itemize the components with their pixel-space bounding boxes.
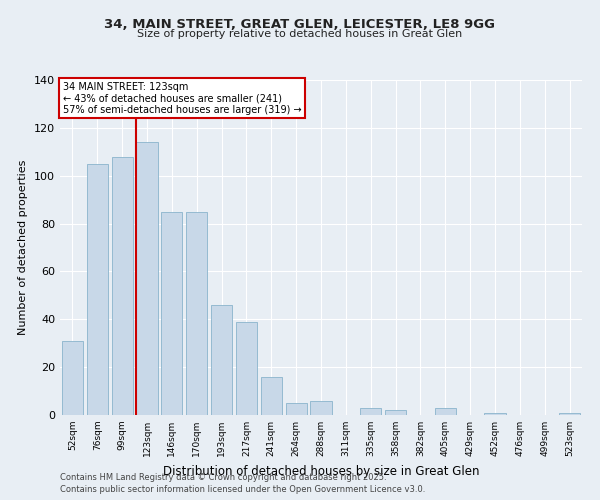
Bar [360, 408, 381, 415]
Text: Contains public sector information licensed under the Open Government Licence v3: Contains public sector information licen… [60, 485, 425, 494]
X-axis label: Distribution of detached houses by size in Great Glen: Distribution of detached houses by size … [163, 464, 479, 477]
Bar [435, 408, 456, 415]
Bar [211, 305, 232, 415]
Text: 34, MAIN STREET, GREAT GLEN, LEICESTER, LE8 9GG: 34, MAIN STREET, GREAT GLEN, LEICESTER, … [104, 18, 496, 30]
Bar [261, 376, 282, 415]
Bar [136, 142, 158, 415]
Bar [559, 412, 580, 415]
Bar [112, 156, 133, 415]
Bar [310, 400, 332, 415]
Bar [62, 341, 83, 415]
Bar [236, 322, 257, 415]
Bar [161, 212, 182, 415]
Y-axis label: Number of detached properties: Number of detached properties [19, 160, 28, 335]
Bar [186, 212, 207, 415]
Bar [385, 410, 406, 415]
Bar [484, 412, 506, 415]
Bar [286, 403, 307, 415]
Text: Size of property relative to detached houses in Great Glen: Size of property relative to detached ho… [137, 29, 463, 39]
Text: Contains HM Land Registry data © Crown copyright and database right 2025.: Contains HM Land Registry data © Crown c… [60, 472, 386, 482]
Bar [87, 164, 108, 415]
Text: 34 MAIN STREET: 123sqm
← 43% of detached houses are smaller (241)
57% of semi-de: 34 MAIN STREET: 123sqm ← 43% of detached… [62, 82, 301, 115]
